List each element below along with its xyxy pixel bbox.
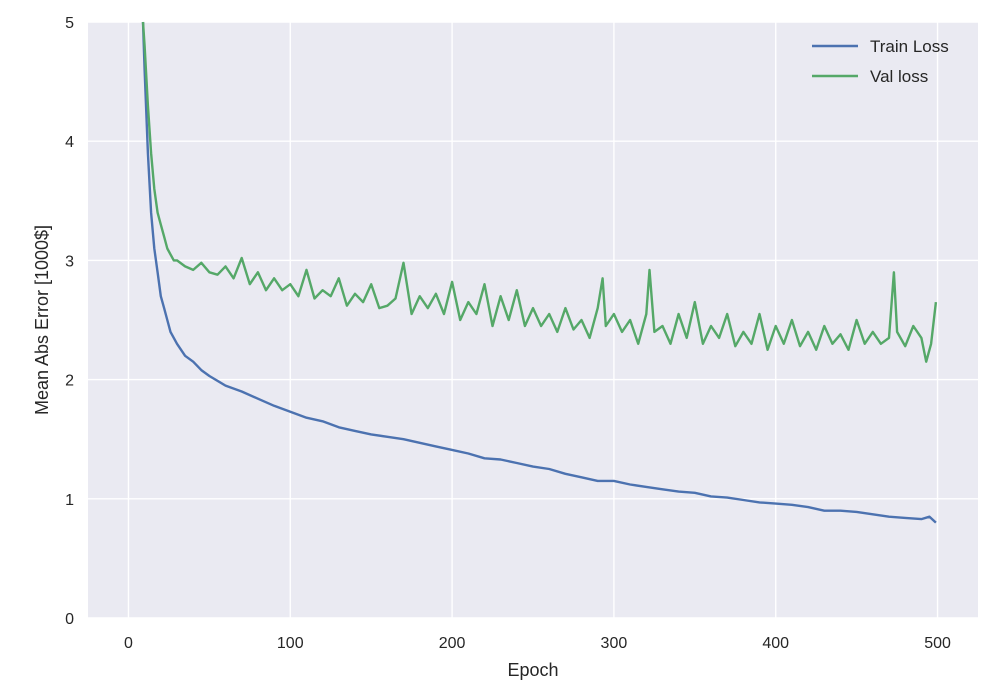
x-tick-label: 200 xyxy=(439,635,466,652)
x-tick-label: 400 xyxy=(762,635,789,652)
y-tick-label: 4 xyxy=(65,134,74,151)
grid-lines xyxy=(88,21,978,619)
x-tick-label: 0 xyxy=(124,635,133,652)
x-axis-label: Epoch xyxy=(507,660,558,680)
series-layer xyxy=(141,21,938,524)
plot-background xyxy=(88,22,978,618)
y-tick-label: 5 xyxy=(65,15,74,32)
tick-labels: 0 100 200 300 400 500 0 1 2 3 4 5 xyxy=(65,15,951,652)
series-line-train-loss xyxy=(141,21,937,524)
x-tick-label: 300 xyxy=(601,635,628,652)
y-tick-label: 2 xyxy=(65,373,74,390)
x-tick-label: 500 xyxy=(924,635,951,652)
legend-label: Train Loss xyxy=(870,37,949,56)
y-tick-label: 0 xyxy=(65,611,74,628)
x-tick-label: 100 xyxy=(277,635,304,652)
y-tick-label: 3 xyxy=(65,253,74,270)
y-tick-label: 1 xyxy=(65,492,74,509)
legend-label: Val loss xyxy=(870,67,928,86)
series-line-val-loss xyxy=(141,21,938,363)
y-axis-label: Mean Abs Error [1000$] xyxy=(32,225,52,415)
legend: Train Loss Val loss xyxy=(812,37,949,86)
